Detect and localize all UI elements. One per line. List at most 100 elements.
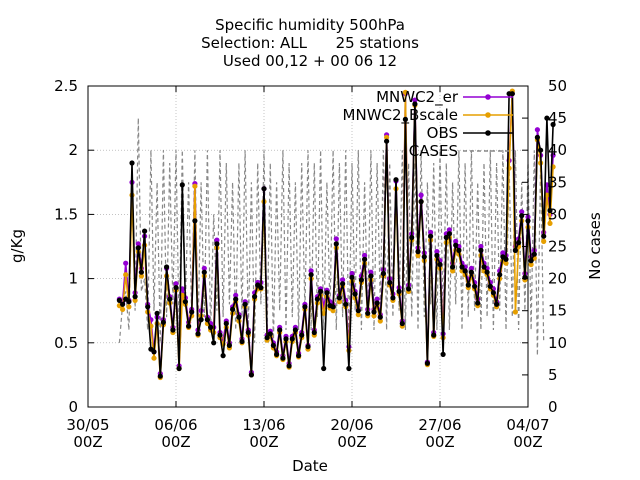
- data-point-obs: [365, 310, 371, 316]
- data-point-obs: [267, 331, 273, 337]
- data-point-mnwc2-er: [534, 127, 541, 133]
- data-point-mnwc2-bscale: [123, 272, 129, 278]
- data-point-obs: [283, 336, 289, 342]
- data-point-mnwc2-er: [201, 265, 207, 271]
- data-point-mnwc2-bscale: [450, 268, 456, 274]
- data-point-obs: [456, 247, 462, 253]
- data-point-obs: [242, 301, 248, 307]
- data-point-obs: [201, 269, 207, 275]
- data-point-obs: [399, 320, 405, 327]
- y2-tick-label: 40: [548, 141, 567, 159]
- data-point-obs: [393, 177, 399, 183]
- data-point-obs: [330, 304, 336, 310]
- data-point-obs: [472, 283, 478, 289]
- data-point-mnwc2-er: [362, 252, 368, 259]
- data-point-obs: [528, 258, 534, 264]
- data-point-obs: [314, 296, 320, 302]
- legend-label: MNWC2_er: [376, 88, 459, 107]
- data-point-obs: [440, 351, 446, 357]
- data-point-obs: [261, 186, 267, 192]
- data-point-mnwc2-bscale: [151, 355, 157, 361]
- data-point-obs: [186, 323, 192, 329]
- data-point-obs: [437, 261, 443, 268]
- data-point-obs: [195, 331, 201, 337]
- data-point-obs: [544, 115, 550, 121]
- data-point-obs: [129, 160, 135, 166]
- y-tick-label: 1: [68, 270, 78, 288]
- data-point-obs: [336, 295, 342, 301]
- data-point-obs: [478, 247, 484, 253]
- y2-tick-label: 10: [548, 334, 567, 352]
- y2-tick-label: 15: [548, 302, 567, 320]
- y2-tick-label: 25: [548, 238, 567, 256]
- data-point-obs: [321, 365, 327, 372]
- data-point-obs: [318, 288, 324, 294]
- data-point-obs: [170, 327, 176, 333]
- data-point-obs: [402, 116, 408, 122]
- data-point-mnwc2-er: [214, 237, 220, 243]
- data-point-obs: [424, 360, 430, 366]
- legend-marker: [485, 130, 491, 136]
- data-point-obs: [289, 336, 295, 342]
- data-point-mnwc2-er: [368, 269, 374, 275]
- x-tick-label: 04/07: [506, 416, 549, 434]
- data-point-obs: [151, 349, 157, 355]
- series-line-obs: [118, 92, 554, 377]
- data-point-obs: [459, 264, 465, 270]
- y-tick-label: 2: [68, 141, 78, 159]
- legend-label: MNWC2_Bscale: [343, 106, 458, 125]
- data-point-obs: [217, 332, 223, 338]
- y2-tick-label: 50: [548, 77, 567, 95]
- data-point-obs: [192, 218, 198, 224]
- x-axis-label: Date: [292, 457, 328, 475]
- data-point-obs: [135, 245, 141, 251]
- data-point-obs: [120, 301, 126, 307]
- data-point-obs: [157, 373, 163, 379]
- data-point-obs: [387, 279, 393, 286]
- y-axis-ticks: 0 0.5 1 1.5 2 2.5: [54, 77, 94, 416]
- data-point-mnwc2-bscale: [192, 183, 198, 189]
- y2-tick-label: 0: [548, 398, 558, 416]
- data-point-mnwc2-er: [446, 227, 452, 233]
- data-point-mnwc2-bscale: [415, 252, 421, 259]
- data-point-obs: [214, 241, 220, 247]
- data-point-obs: [431, 332, 437, 338]
- data-point-obs: [453, 242, 459, 248]
- y2-tick-label: 30: [548, 205, 567, 223]
- data-point-obs: [164, 264, 170, 270]
- data-point-obs: [497, 272, 503, 278]
- data-point-obs: [264, 335, 270, 341]
- x-tick-time-label: 00Z: [73, 433, 102, 451]
- data-point-mnwc2-bscale: [528, 261, 534, 268]
- data-point-obs: [409, 234, 415, 241]
- data-point-mnwc2-er: [468, 265, 474, 271]
- data-point-obs: [173, 285, 179, 291]
- series-layer: [116, 88, 556, 381]
- data-point-mnwc2-er: [173, 281, 179, 287]
- data-point-obs: [167, 296, 173, 302]
- data-point-obs: [487, 283, 493, 289]
- data-point-mnwc2-er: [123, 260, 129, 266]
- data-point-obs: [270, 342, 276, 348]
- data-point-obs: [503, 256, 509, 262]
- data-point-obs: [340, 281, 346, 287]
- data-point-obs: [182, 299, 188, 305]
- data-point-obs: [516, 240, 522, 246]
- data-point-obs: [522, 274, 528, 280]
- data-point-obs: [509, 91, 515, 97]
- data-point-obs: [468, 269, 474, 275]
- data-point-obs: [280, 355, 286, 361]
- data-point-obs: [362, 256, 368, 262]
- series-line-cases: [118, 118, 545, 356]
- data-point-obs: [481, 264, 487, 270]
- x-tick-time-label: 00Z: [337, 433, 366, 451]
- data-point-obs: [484, 269, 490, 275]
- data-point-mnwc2-bscale: [384, 134, 390, 140]
- data-point-mnwc2-bscale: [371, 313, 377, 319]
- data-point-mnwc2-bscale: [541, 238, 547, 244]
- y2-tick-label: 5: [548, 366, 558, 384]
- data-point-obs: [286, 363, 292, 369]
- y-tick-label: 0.5: [54, 334, 78, 352]
- data-point-obs: [258, 285, 264, 291]
